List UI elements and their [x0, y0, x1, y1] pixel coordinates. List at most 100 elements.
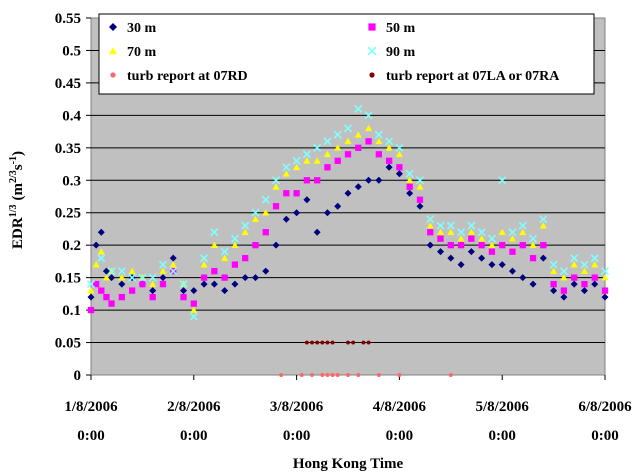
data-point — [211, 267, 218, 275]
data-point — [346, 340, 350, 345]
data-point — [560, 293, 568, 301]
data-point — [230, 234, 239, 243]
x-axis-title: Hong Kong Time — [293, 456, 404, 472]
data-point — [540, 242, 547, 249]
y-tick-label: 0.05 — [55, 336, 81, 352]
data-point — [323, 209, 331, 217]
data-point — [314, 177, 321, 184]
data-point — [426, 222, 434, 229]
data-point — [310, 373, 314, 377]
data-point — [539, 254, 547, 262]
data-point — [354, 131, 362, 138]
data-point — [231, 261, 239, 268]
data-point — [335, 373, 340, 377]
data-point — [180, 287, 188, 295]
y-tick-label: 0.25 — [55, 206, 81, 222]
data-point — [344, 189, 352, 197]
data-point — [221, 274, 228, 281]
data-point — [189, 312, 198, 321]
data-point — [361, 340, 366, 345]
data-point — [448, 373, 453, 377]
data-point — [550, 280, 557, 288]
data-point — [375, 137, 383, 145]
data-point — [334, 202, 342, 210]
data-point — [92, 241, 100, 249]
data-point — [365, 176, 373, 184]
series-4 — [86, 104, 610, 321]
data-point — [180, 293, 187, 301]
data-point — [601, 287, 609, 294]
data-point — [283, 190, 290, 197]
data-point — [344, 137, 352, 145]
data-point — [560, 274, 568, 281]
data-point — [406, 183, 413, 190]
data-point — [303, 157, 311, 164]
legend-marker — [110, 72, 116, 78]
data-point — [488, 248, 496, 255]
y-tick-label: 0.3 — [62, 173, 81, 189]
data-point — [320, 373, 325, 377]
data-point — [159, 267, 167, 274]
data-point — [570, 261, 578, 268]
data-point — [581, 280, 588, 288]
data-point — [330, 340, 335, 345]
data-point — [293, 190, 300, 197]
data-point — [385, 144, 393, 151]
series-1 — [87, 163, 609, 301]
data-point — [539, 215, 548, 224]
data-point — [103, 293, 110, 301]
data-point — [374, 130, 383, 139]
data-point — [570, 280, 578, 288]
data-point — [325, 340, 330, 345]
data-point — [251, 215, 259, 223]
data-point — [159, 274, 167, 282]
data-point — [241, 221, 250, 230]
data-point — [190, 287, 198, 295]
data-point — [241, 228, 249, 235]
data-point — [356, 373, 361, 377]
data-point — [508, 228, 517, 237]
data-point — [148, 273, 157, 282]
data-point — [354, 183, 362, 191]
data-point — [128, 267, 136, 274]
legend-marker — [109, 47, 117, 55]
data-point — [293, 209, 301, 217]
data-point — [210, 228, 219, 237]
data-point — [241, 274, 249, 282]
data-point — [467, 228, 475, 235]
data-point — [467, 221, 476, 230]
data-point — [550, 287, 558, 295]
y-tick-label: 0 — [74, 368, 82, 384]
data-point — [487, 234, 496, 243]
legend-marker — [368, 23, 376, 31]
data-point — [343, 124, 353, 133]
data-point — [601, 293, 609, 301]
data-point — [396, 164, 403, 171]
data-point — [406, 189, 414, 197]
data-point — [601, 274, 609, 281]
data-point — [385, 157, 393, 164]
data-point — [169, 267, 178, 276]
data-point — [457, 235, 465, 242]
data-point — [97, 248, 105, 255]
data-point — [262, 209, 270, 216]
data-point — [550, 267, 558, 274]
data-point — [385, 163, 393, 171]
data-point — [518, 221, 527, 230]
x-tick-date: 6/8/2006 — [578, 399, 632, 415]
data-point — [210, 241, 218, 248]
data-point — [498, 261, 506, 269]
legend-marker — [369, 72, 375, 78]
data-point — [344, 151, 352, 158]
x-tick-time: 0:00 — [386, 428, 414, 444]
data-point — [221, 287, 229, 295]
data-point — [457, 242, 465, 249]
y-tick-label: 0.15 — [55, 271, 81, 287]
data-point — [313, 157, 321, 164]
data-point — [272, 183, 280, 190]
data-point — [529, 280, 537, 288]
legend-label: turb report at 07LA or 07RA — [386, 69, 560, 84]
data-point — [416, 202, 424, 210]
